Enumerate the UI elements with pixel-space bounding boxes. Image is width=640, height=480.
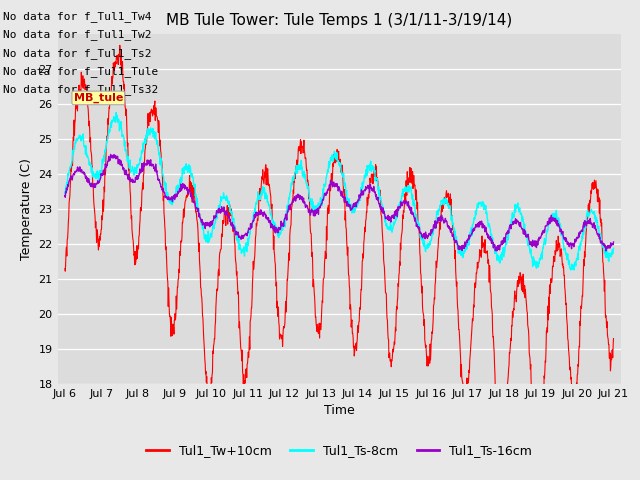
- Title: MB Tule Tower: Tule Temps 1 (3/1/11-3/19/14): MB Tule Tower: Tule Temps 1 (3/1/11-3/19…: [166, 13, 513, 28]
- Text: MB_tule: MB_tule: [74, 93, 123, 103]
- Legend: Tul1_Tw+10cm, Tul1_Ts-8cm, Tul1_Ts-16cm: Tul1_Tw+10cm, Tul1_Ts-8cm, Tul1_Ts-16cm: [141, 439, 537, 462]
- Text: No data for f_Tul1_Ts32: No data for f_Tul1_Ts32: [3, 84, 159, 95]
- Text: No data for f_Tul1_Tw4: No data for f_Tul1_Tw4: [3, 11, 152, 22]
- Text: No data for f_Tul1_Tule: No data for f_Tul1_Tule: [3, 66, 159, 77]
- X-axis label: Time: Time: [324, 405, 355, 418]
- Y-axis label: Temperature (C): Temperature (C): [20, 158, 33, 260]
- Text: No data for f_Tul1_Tw2: No data for f_Tul1_Tw2: [3, 29, 152, 40]
- Text: No data for f_Tul1_Ts2: No data for f_Tul1_Ts2: [3, 48, 152, 59]
